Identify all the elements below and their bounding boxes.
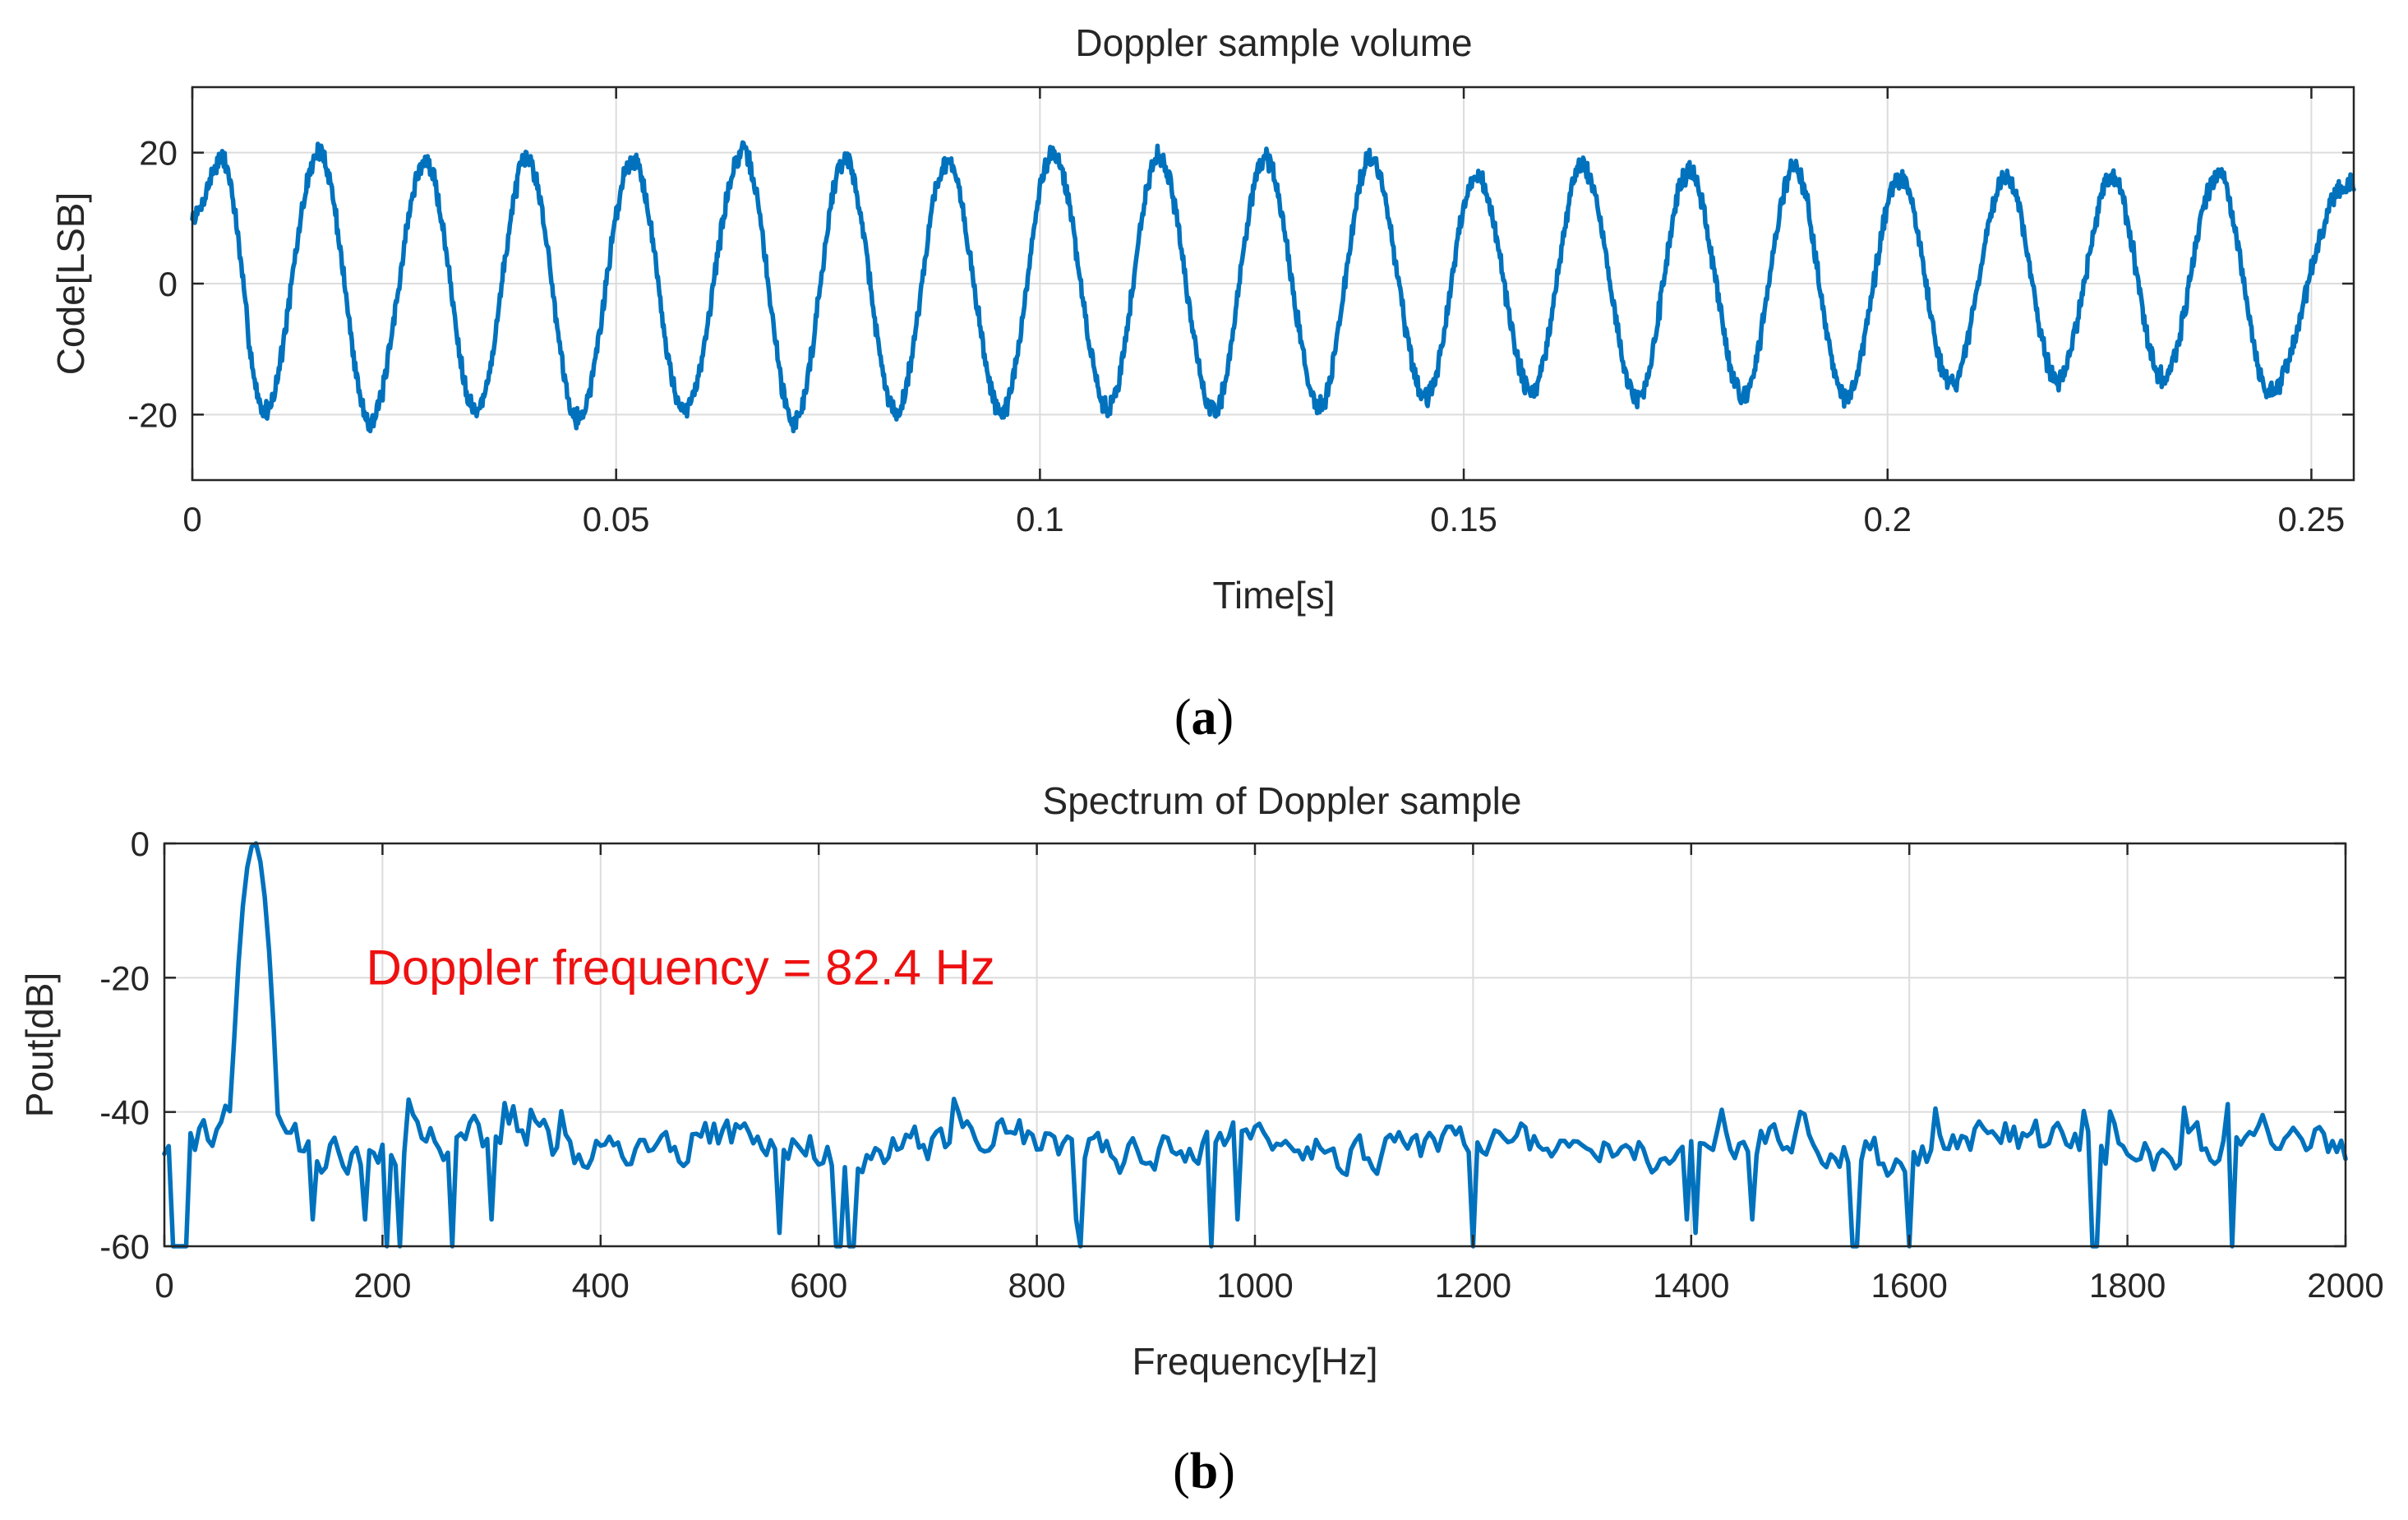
chart-b-ytick-label: -20 <box>99 959 150 997</box>
svg-text:(a): (a) <box>1174 690 1234 746</box>
chart-a-ytick-label: 0 <box>159 265 178 303</box>
caption-a-letter: a <box>1192 690 1217 746</box>
chart-a-xtick-label: 0.25 <box>2278 500 2346 538</box>
chart-a-ticks: 0 0.05 0.1 0.15 0.2 0.25 -20 0 20 <box>127 87 2354 538</box>
chart-b: Spectrum of Doppler sample 0 200 400 600 800… <box>18 779 2384 1499</box>
chart-b-series-line <box>162 841 2348 1249</box>
chart-b-ytick-label: -60 <box>99 1227 150 1266</box>
svg-text:(b): (b) <box>1173 1444 1235 1499</box>
chart-a-xlabel: Time[s] <box>1212 574 1335 617</box>
chart-b-xtick-label: 800 <box>1008 1266 1066 1305</box>
chart-b-title: Spectrum of Doppler sample <box>1043 779 1522 822</box>
chart-a-title: Doppler sample volume <box>1075 21 1472 64</box>
caption-a: (a) <box>1174 690 1234 746</box>
chart-b-xtick-label: 1200 <box>1435 1266 1511 1305</box>
chart-a-ylabel: Code[LSB] <box>49 192 92 375</box>
chart-b-xtick-label: 1600 <box>1871 1266 1947 1305</box>
chart-b-xtick-label: 200 <box>353 1266 411 1305</box>
chart-b-xtick-label: 600 <box>790 1266 847 1305</box>
chart-b-grid <box>164 843 2346 1246</box>
chart-a-xtick-label: 0.05 <box>583 500 650 538</box>
caption-b: (b) <box>1173 1444 1235 1499</box>
chart-a-series-line <box>190 140 2356 434</box>
chart-b-xlabel: Frequency[Hz] <box>1132 1340 1377 1383</box>
chart-b-ytick-label: -40 <box>99 1093 150 1132</box>
chart-a-xtick-label: 0.15 <box>1430 500 1497 538</box>
caption-b-letter: b <box>1190 1444 1218 1499</box>
chart-b-xtick-label: 2000 <box>2307 1266 2383 1305</box>
chart-b-xtick-label: 0 <box>155 1266 173 1305</box>
chart-b-xtick-label: 1400 <box>1653 1266 1729 1305</box>
chart-b-xtick-label: 1800 <box>2089 1266 2166 1305</box>
chart-b-ticks: 0 200 400 600 800 1000 1200 1400 1600 1800 2000 -60… <box>99 825 2383 1305</box>
chart-a-xtick-label: 0.1 <box>1016 500 1063 538</box>
chart-a-ytick-label: 20 <box>139 134 178 173</box>
chart-b-xtick-label: 1000 <box>1216 1266 1293 1305</box>
chart-b-ytick-label: 0 <box>131 825 150 863</box>
chart-b-annotation: Doppler frequency = 82.4 Hz <box>366 940 994 996</box>
chart-b-ylabel: Pout[dB] <box>18 973 61 1117</box>
chart-a-grid <box>192 87 2354 480</box>
chart-a-ytick-label: -20 <box>127 395 178 434</box>
chart-a: Doppler sample volume 0 0.05 0.1 0.15 0.2 0.2… <box>49 21 2356 746</box>
chart-a-xtick-label: 0.2 <box>1864 500 1912 538</box>
chart-b-xtick-label: 400 <box>572 1266 630 1305</box>
chart-a-xtick-label: 0 <box>182 500 201 538</box>
